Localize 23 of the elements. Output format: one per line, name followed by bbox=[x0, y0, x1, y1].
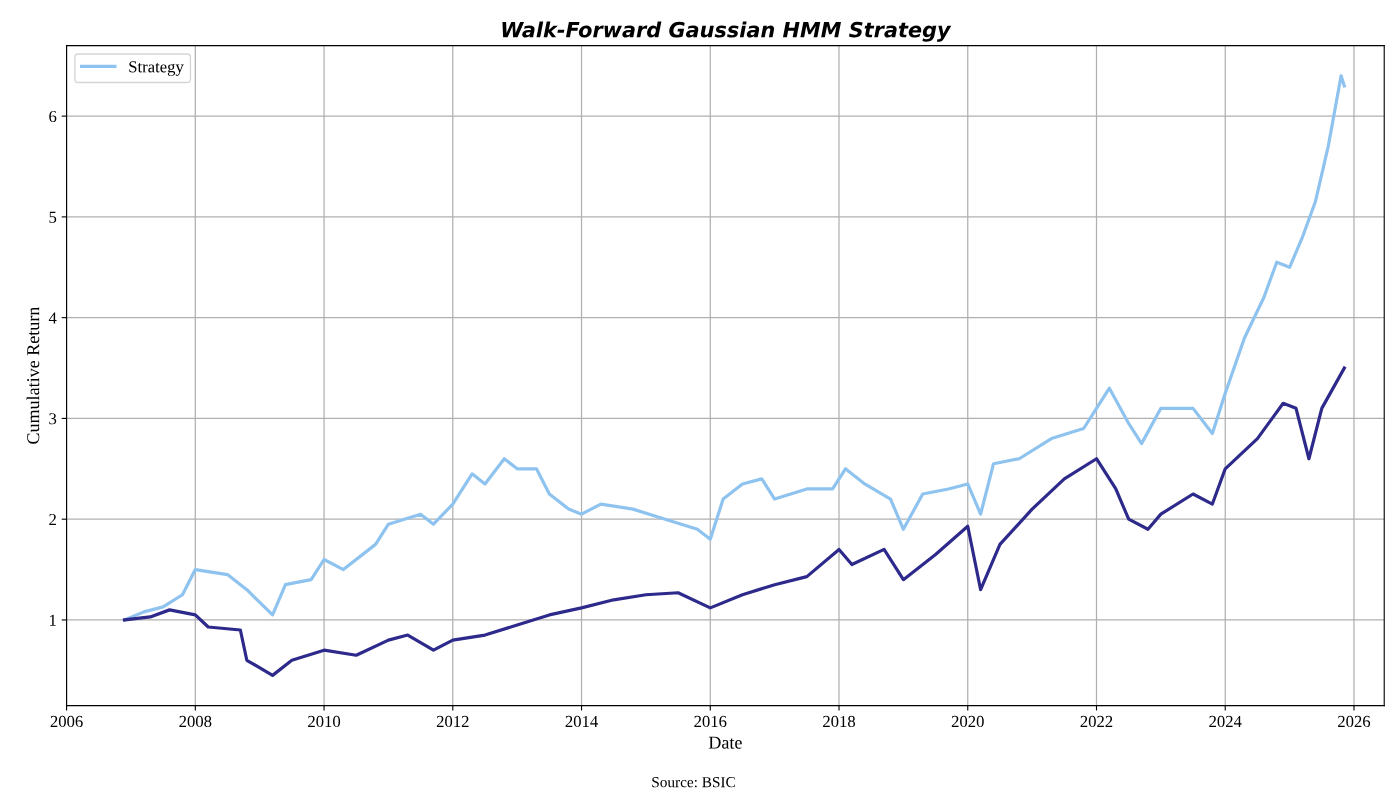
x-axis-title: Date bbox=[708, 736, 742, 749]
x-tick-label: 2016 bbox=[694, 715, 727, 728]
x-tick-label: 2018 bbox=[823, 715, 856, 728]
x-tick-label: 2008 bbox=[179, 715, 212, 728]
y-tick-label: 3 bbox=[49, 413, 57, 425]
x-tick-label: 2010 bbox=[308, 715, 341, 728]
x-tick-label: 2026 bbox=[1338, 715, 1371, 728]
x-tick-label: 2014 bbox=[565, 715, 598, 728]
y-tick-label: 6 bbox=[49, 110, 57, 123]
line-series bbox=[122, 366, 1346, 677]
source-note: Source: BSIC bbox=[652, 777, 735, 788]
x-tick-label: 2012 bbox=[436, 715, 469, 728]
x-tick-label: 2024 bbox=[1209, 715, 1242, 728]
y-tick-label: 5 bbox=[49, 211, 57, 223]
x-tick-label: 2020 bbox=[951, 715, 984, 728]
y-tick-label: 1 bbox=[49, 614, 56, 626]
y-axis-title: Cumulative Return bbox=[26, 306, 40, 444]
y-tick-label: 4 bbox=[48, 312, 57, 324]
y-tick-label: 2 bbox=[49, 513, 56, 525]
legend-label: Strategy bbox=[129, 61, 184, 76]
chart-title: Walk-Forward Gaussian HMM Strategy bbox=[502, 21, 952, 42]
x-tick-label: 2006 bbox=[50, 715, 83, 728]
x-tick-label: 2022 bbox=[1080, 715, 1113, 728]
